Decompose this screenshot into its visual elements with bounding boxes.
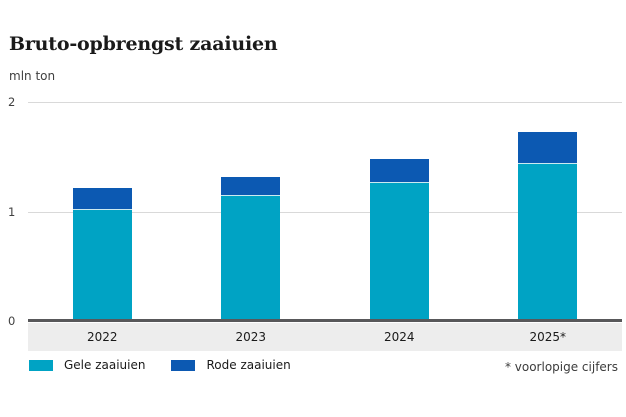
x-tick-label: 2024: [383, 330, 415, 344]
gele-zaaiuien-swatch-icon: [29, 359, 53, 371]
bar-slot: [325, 102, 474, 321]
legend-label: Gele zaaiuien: [64, 358, 146, 372]
y-axis-unit-label: mln ton: [9, 69, 56, 83]
plot-area: 0 1 2: [8, 95, 622, 328]
bar-slot: [474, 102, 623, 321]
legend-label: Rode zaaiuien: [206, 358, 291, 372]
y-tick-label: 1: [8, 204, 16, 219]
bar-segment-gele-zaaiuien: [72, 210, 132, 321]
legend: Gele zaaiuien Rode zaaiuien: [29, 358, 291, 372]
legend-item-rode-zaaiuien: Rode zaaiuien: [171, 358, 291, 372]
bar-segment-gele-zaaiuien: [221, 196, 281, 321]
x-tick-label: 2022: [86, 330, 118, 344]
x-tick-label: 2025*: [529, 330, 567, 344]
bar-segment-gele-zaaiuien: [369, 183, 429, 321]
bar-slot: [28, 102, 177, 321]
bar-slot: [177, 102, 326, 321]
gridline: [28, 102, 622, 103]
rode-zaaiuien-swatch-icon: [171, 359, 196, 371]
y-tick-label: 2: [8, 95, 16, 109]
bar-segment-rode-zaaiuien: [369, 159, 429, 184]
bar-segment-rode-zaaiuien: [518, 131, 578, 165]
stacked-bar-2025: [518, 131, 578, 321]
x-axis-band: 2022 2023 2024 2025*: [28, 323, 622, 351]
gridline: [28, 211, 622, 213]
x-tick-label: 2023: [235, 330, 267, 344]
footnote: * voorlopige cijfers: [504, 360, 618, 374]
stacked-bar-2022: [72, 187, 132, 321]
x-axis-baseline: [28, 319, 622, 322]
legend-item-gele-zaaiuien: Gele zaaiuien: [29, 358, 145, 372]
chart-title: Bruto-opbrengst zaaiuien: [9, 33, 278, 55]
y-tick-label: 0: [8, 314, 16, 328]
bars: [28, 102, 622, 321]
stacked-bar-2024: [369, 159, 429, 321]
bar-segment-gele-zaaiuien: [518, 164, 578, 321]
stacked-bar-2023: [221, 176, 281, 321]
bar-segment-rode-zaaiuien: [221, 176, 281, 197]
bar-segment-rode-zaaiuien: [72, 187, 132, 211]
